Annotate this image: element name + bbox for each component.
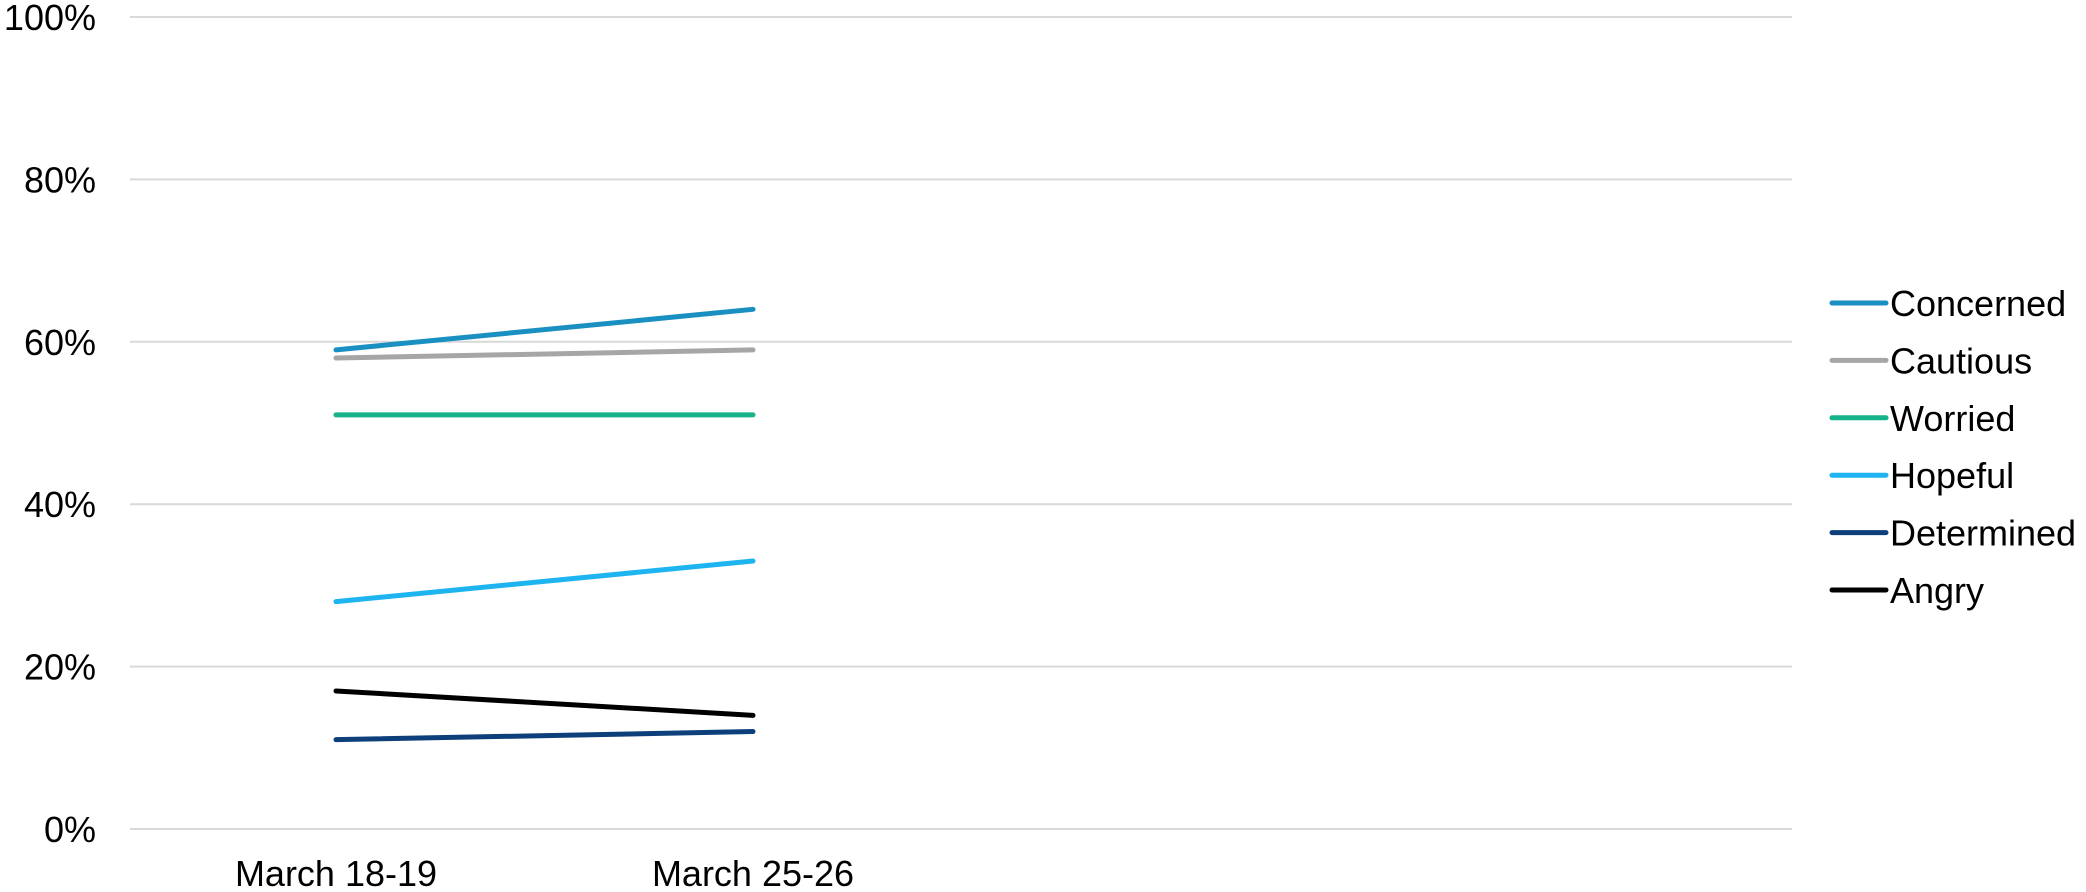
legend-item-concerned: Concerned [1829, 283, 2066, 324]
legend-item-cautious: Cautious [1829, 340, 2032, 381]
x-axis-tick-labels: March 18-19 March 25-26 [235, 853, 854, 892]
series-line-angry [333, 688, 756, 718]
series-line-hopeful [333, 558, 756, 605]
y-tick-label: 100% [4, 0, 96, 38]
legend-label: Determined [1890, 513, 2076, 554]
x-tick-label: March 18-19 [235, 853, 437, 892]
series-line-concerned [333, 306, 756, 353]
y-axis-tick-labels: 0% 20% 40% 60% 80% 100% [4, 0, 96, 850]
gridlines [130, 16, 1792, 830]
y-tick-label: 0% [44, 809, 96, 850]
legend-label: Angry [1890, 570, 1984, 611]
x-tick-label: March 25-26 [652, 853, 854, 892]
y-tick-label: 60% [24, 322, 96, 363]
y-tick-label: 80% [24, 159, 96, 200]
legend-label: Cautious [1890, 340, 2032, 381]
legend-item-hopeful: Hopeful [1829, 455, 2014, 496]
series-line-cautious [333, 347, 756, 361]
y-tick-label: 40% [24, 484, 96, 525]
legend-label: Concerned [1890, 283, 2066, 324]
legend-item-angry: Angry [1829, 570, 1984, 611]
legend-label: Worried [1890, 398, 2015, 439]
legend-label: Hopeful [1890, 455, 2014, 496]
legend-item-determined: Determined [1829, 513, 2076, 554]
legend-item-worried: Worried [1829, 398, 2015, 439]
series-lines [333, 306, 756, 743]
series-line-determined [333, 729, 756, 743]
legend: Concerned Cautious Worried Hopeful Determine… [1829, 283, 2076, 611]
y-tick-label: 20% [24, 647, 96, 688]
